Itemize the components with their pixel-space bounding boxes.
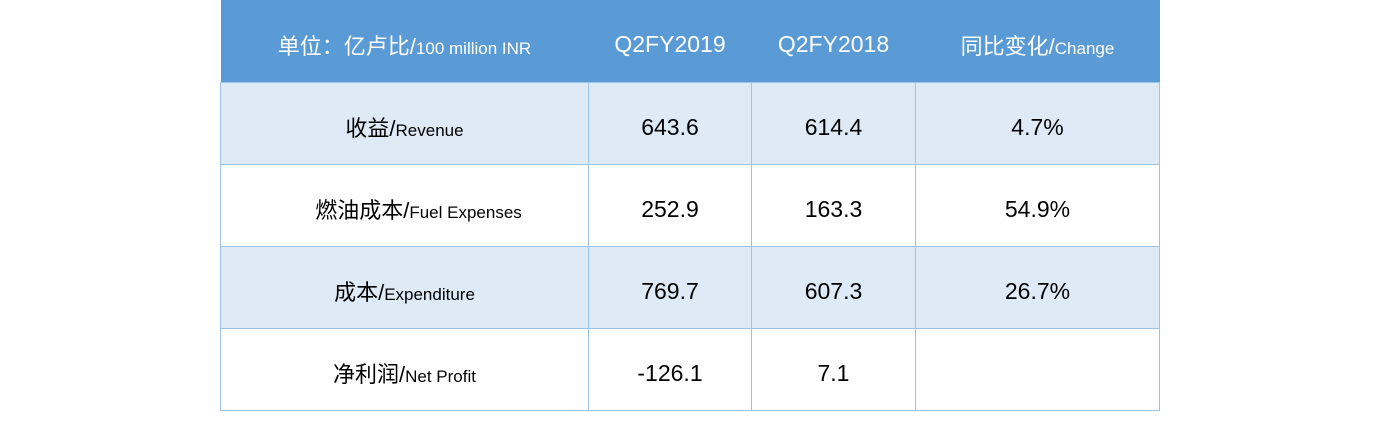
cell-q2fy2018: 614.4 bbox=[751, 81, 916, 165]
cell-q2fy2018: 163.3 bbox=[751, 163, 916, 247]
row-label-en: Expenditure bbox=[384, 285, 475, 304]
cell-q2fy2019: 769.7 bbox=[588, 245, 752, 329]
cell-q2fy2019: 252.9 bbox=[588, 163, 752, 247]
row-label-cn: 燃油成本/ bbox=[315, 198, 410, 223]
table-row-fuel-expenses: 燃油成本/Fuel Expenses 252.9 163.3 54.9% bbox=[220, 163, 1160, 247]
header-q2fy2019: Q2FY2019 bbox=[588, 0, 752, 82]
cell-change bbox=[915, 327, 1160, 411]
header-unit-en: 100 million INR bbox=[415, 38, 532, 58]
cell-change: 54.9% bbox=[915, 163, 1160, 247]
cell-change: 4.7% bbox=[915, 81, 1160, 165]
row-label: 成本/Expenditure bbox=[220, 245, 589, 329]
row-label-en: Revenue bbox=[395, 121, 464, 140]
header-q2fy2018: Q2FY2018 bbox=[751, 0, 916, 82]
cell-q2fy2019: -126.1 bbox=[588, 327, 752, 411]
row-label: 燃油成本/Fuel Expenses bbox=[220, 163, 589, 247]
row-label-en: Fuel Expenses bbox=[409, 203, 522, 222]
header-unit: 单位：亿卢比/100 million INR bbox=[220, 0, 589, 82]
header-change-en: Change bbox=[1054, 38, 1115, 58]
row-label-cn: 成本/ bbox=[334, 280, 385, 305]
row-label: 净利润/Net Profit bbox=[220, 327, 589, 411]
table-row-net-profit: 净利润/Net Profit -126.1 7.1 bbox=[220, 327, 1160, 411]
row-label: 收益/Revenue bbox=[220, 81, 589, 165]
header-change: 同比变化/Change bbox=[915, 0, 1160, 82]
row-label-cn: 净利润/ bbox=[333, 362, 406, 387]
row-label-cn: 收益/ bbox=[345, 116, 396, 141]
table-header-row: 单位：亿卢比/100 million INR Q2FY2019 Q2FY2018… bbox=[220, 0, 1160, 82]
header-change-cn: 同比变化/ bbox=[960, 33, 1055, 59]
row-label-en: Net Profit bbox=[405, 367, 476, 386]
table-row-revenue: 收益/Revenue 643.6 614.4 4.7% bbox=[220, 81, 1160, 165]
cell-q2fy2019: 643.6 bbox=[588, 81, 752, 165]
cell-q2fy2018: 7.1 bbox=[751, 327, 916, 411]
table-row-expenditure: 成本/Expenditure 769.7 607.3 26.7% bbox=[220, 245, 1160, 329]
financial-table: 单位：亿卢比/100 million INR Q2FY2019 Q2FY2018… bbox=[220, 0, 1160, 411]
header-unit-cn: 单位：亿卢比/ bbox=[277, 33, 416, 59]
cell-q2fy2018: 607.3 bbox=[751, 245, 916, 329]
cell-change: 26.7% bbox=[915, 245, 1160, 329]
